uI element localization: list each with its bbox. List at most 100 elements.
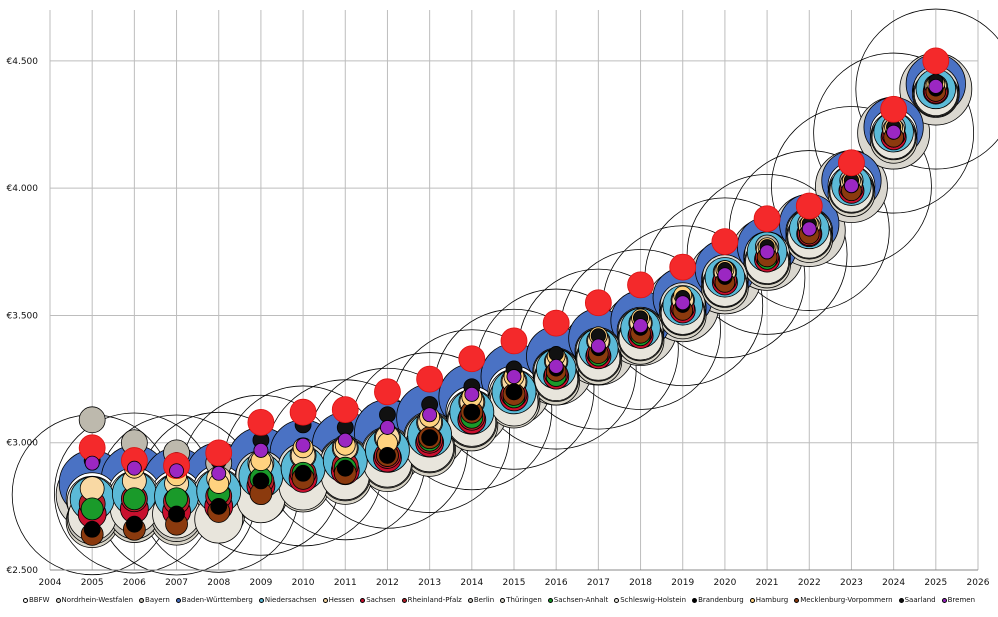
point-brandenburg [168, 505, 185, 523]
legend-label: Sachsen-Anhalt [553, 596, 609, 604]
legend-item: Hessen [322, 596, 355, 604]
envelope-ring [686, 173, 848, 335]
legend-label: Saarland [904, 596, 936, 604]
legend-item: Thüringen [500, 596, 542, 604]
point-bremen-top [295, 437, 311, 453]
highlight-point [838, 149, 865, 177]
point-bremen-top [801, 221, 817, 237]
x-tick-label: 2012 [376, 578, 399, 588]
highlight-point [542, 309, 570, 337]
point-sachsen-anhalt [80, 497, 104, 521]
x-tick-label: 2022 [798, 578, 821, 588]
x-tick-label: 2014 [460, 578, 483, 588]
legend-swatch [322, 597, 328, 603]
highlight-point [753, 205, 781, 233]
x-tick-label: 2013 [418, 578, 441, 588]
point-brandenburg [379, 447, 396, 464]
x-tick-label: 2026 [967, 578, 990, 588]
highlight-point [669, 253, 697, 281]
legend-item: Sachsen [360, 596, 396, 604]
legend-item: Niedersachsen [258, 596, 317, 604]
axes: 2004 2005 2006 2007 2008 2009 2010 2011 2012 2013… [7, 57, 990, 588]
x-tick-label: 2008 [207, 578, 230, 588]
legend-label: Berlin [473, 596, 495, 604]
legend-swatch [258, 597, 264, 603]
highlight-point [880, 95, 908, 123]
point-brandenburg [83, 520, 101, 538]
legend-label: Baden-Württemberg [181, 596, 253, 604]
y-tick-label: €4.000 [7, 184, 39, 194]
x-tick-label: 2006 [123, 578, 146, 588]
bubble-points [58, 47, 966, 549]
highlight-point [500, 327, 528, 355]
legend-swatch [898, 597, 904, 603]
x-tick-label: 2011 [334, 578, 357, 588]
point-brandenburg [294, 464, 312, 482]
legend-swatch [22, 597, 28, 603]
point-bremen-top [633, 318, 648, 334]
x-tick-label: 2020 [713, 578, 736, 588]
point-bremen-top [886, 124, 902, 140]
highlight-point [627, 271, 654, 299]
point-brandenburg [252, 472, 270, 490]
highlight-point [584, 289, 612, 317]
highlight-point [922, 47, 950, 75]
highlight-point [374, 378, 401, 406]
highlight-point [416, 365, 444, 393]
x-tick-label: 2017 [587, 578, 610, 588]
legend: BBFW Nordrhein-Westfalen Bayern Baden-Württ… [0, 596, 998, 604]
x-tick-label: 2005 [81, 578, 104, 588]
point-bremen-top [928, 78, 944, 94]
highlight-point [331, 396, 359, 424]
legend-label: Hessen [328, 596, 355, 604]
legend-item: Hamburg [749, 596, 789, 604]
legend-swatch [614, 597, 620, 603]
legend-label: Mecklenburg-Vorpommern [800, 596, 893, 604]
legend-swatch [401, 597, 407, 603]
envelope-ring [855, 8, 998, 170]
legend-label: Bremen [947, 596, 976, 604]
point-bremen-top [717, 267, 733, 283]
legend-item: Schleswig-Holstein [614, 596, 686, 604]
legend-label: Niedersachsen [264, 596, 317, 604]
x-tick-label: 2007 [165, 578, 188, 588]
legend-swatch [500, 597, 506, 603]
legend-item: Mecklenburg-Vorpommern [794, 596, 893, 604]
legend-item: Sachsen-Anhalt [547, 596, 609, 604]
y-tick-label: €2.500 [7, 566, 39, 576]
legend-label: Schleswig-Holstein [620, 596, 687, 604]
point-hessen [79, 476, 105, 501]
highlight-point [711, 228, 739, 256]
legend-item: Saarland [898, 596, 936, 604]
point-bremen-top [84, 455, 100, 471]
legend-item: Nordrhein-Westfalen [55, 596, 133, 604]
highlight-point [795, 192, 823, 220]
legend-label: Sachsen [366, 596, 396, 604]
point-saarland [548, 346, 564, 362]
x-tick-label: 2023 [840, 578, 863, 588]
point-bremen-top [253, 442, 269, 458]
legend-label: BBFW [28, 596, 50, 604]
point-brandenburg [421, 429, 439, 447]
point-bremen-top [506, 369, 522, 384]
legend-label: Thüringen [506, 596, 542, 604]
legend-item: BBFW [22, 596, 50, 604]
legend-swatch [547, 597, 553, 603]
legend-item: Rheinland-Pfalz [401, 596, 462, 604]
legend-item: Berlin [467, 596, 495, 604]
legend-swatch [749, 597, 755, 603]
point-bremen-top [675, 295, 691, 311]
point-bremen-top [337, 432, 353, 448]
x-tick-label: 2009 [249, 578, 272, 588]
point-sachsen-anhalt [122, 487, 146, 511]
legend-item: Bayern [139, 596, 170, 604]
legend-item: Brandenburg [692, 596, 744, 604]
legend-swatch [175, 597, 181, 603]
legend-label: Hamburg [755, 596, 789, 604]
point-bremen-top [759, 244, 775, 260]
point-brandenburg [210, 497, 228, 515]
point-bremen-top [548, 358, 564, 374]
legend-label: Bayern [145, 596, 170, 604]
legend-label: Brandenburg [698, 596, 744, 604]
